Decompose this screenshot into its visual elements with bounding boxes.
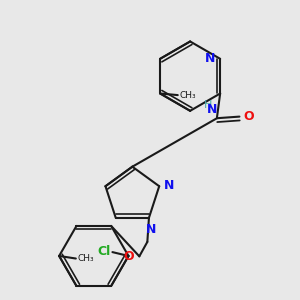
Text: N: N	[207, 103, 217, 116]
Text: O: O	[243, 110, 254, 123]
Text: N: N	[146, 223, 157, 236]
Text: N: N	[205, 52, 216, 65]
Text: O: O	[124, 250, 134, 263]
Text: H: H	[204, 100, 212, 110]
Text: N: N	[164, 179, 174, 192]
Text: Cl: Cl	[97, 245, 110, 258]
Text: CH₃: CH₃	[180, 91, 196, 100]
Text: CH₃: CH₃	[78, 254, 94, 263]
